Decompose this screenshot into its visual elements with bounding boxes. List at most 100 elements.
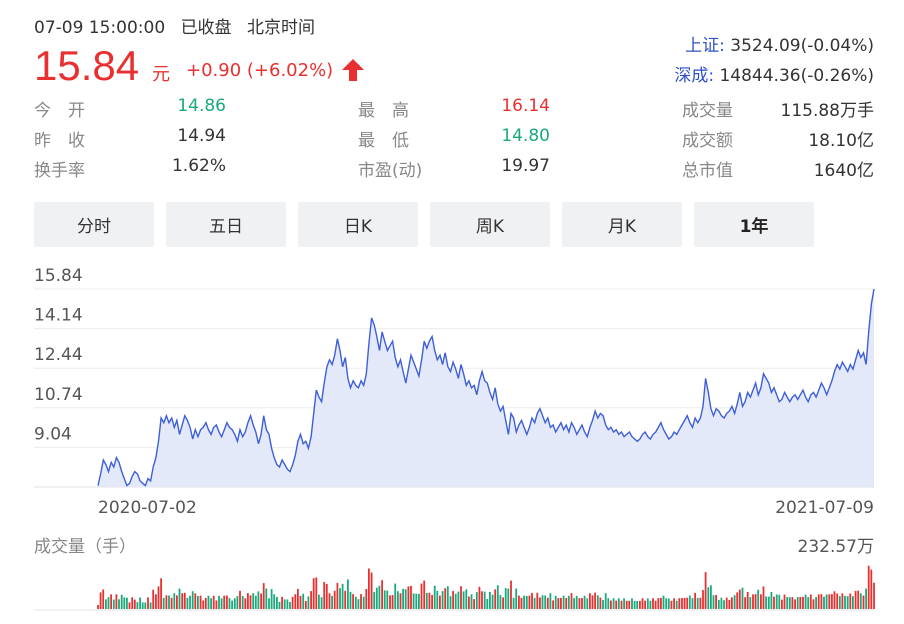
volume-bar bbox=[720, 597, 723, 609]
volume-bar bbox=[186, 597, 189, 609]
volume-bar bbox=[586, 598, 589, 609]
volume-bar bbox=[241, 596, 244, 609]
tab-period[interactable]: 1年 bbox=[694, 202, 814, 247]
volume-bar bbox=[220, 598, 223, 609]
volume-bar bbox=[660, 597, 662, 609]
volume-bar bbox=[352, 594, 354, 609]
volume-bar bbox=[173, 593, 176, 609]
volume-bar bbox=[707, 587, 710, 609]
volume-bar bbox=[788, 597, 791, 609]
volume-bar bbox=[602, 600, 604, 609]
volume-bar bbox=[270, 589, 273, 609]
volume-bar bbox=[862, 595, 865, 609]
volume-bar bbox=[141, 602, 144, 609]
index-shenzhen[interactable]: 深成: 14844.36(-0.26%) bbox=[674, 61, 874, 86]
volume-bar bbox=[578, 598, 581, 609]
volume-bar bbox=[752, 594, 754, 609]
volume-bar bbox=[696, 597, 699, 609]
tab-period[interactable]: 周K bbox=[430, 202, 550, 247]
volume-bar bbox=[473, 599, 475, 609]
volume-bar bbox=[815, 597, 817, 609]
volume-bar bbox=[646, 598, 649, 609]
volume-bar bbox=[399, 593, 402, 609]
volume-bar bbox=[802, 596, 804, 609]
volume-bar bbox=[210, 598, 212, 609]
volume-bar bbox=[449, 596, 452, 609]
volume-bar bbox=[686, 597, 689, 609]
volume-bar bbox=[152, 589, 155, 609]
volume-bar bbox=[591, 595, 594, 609]
volume-bar bbox=[631, 598, 633, 609]
stat-value: 16.14 bbox=[501, 96, 550, 116]
volume-bar bbox=[444, 588, 447, 609]
volume-bar bbox=[478, 586, 481, 609]
volume-bar bbox=[589, 593, 591, 609]
volume-bar bbox=[791, 597, 794, 609]
volume-bar bbox=[128, 602, 131, 609]
index-value: 14844.36(-0.26%) bbox=[719, 66, 874, 86]
tab-period[interactable]: 分时 bbox=[34, 202, 154, 247]
volume-bar bbox=[623, 598, 625, 609]
volume-bar bbox=[265, 588, 268, 609]
volume-bar bbox=[573, 598, 575, 609]
volume-bar bbox=[715, 595, 717, 609]
volume-bar bbox=[283, 599, 286, 609]
volume-bar bbox=[554, 595, 557, 609]
volume-bar bbox=[226, 595, 228, 609]
volume-bar bbox=[147, 597, 149, 609]
volume-bar bbox=[441, 591, 444, 609]
stat-value: 18.10亿 bbox=[808, 131, 874, 151]
volume-bar bbox=[820, 594, 823, 609]
index-shanghai[interactable]: 上证: 3524.09(-0.04%) bbox=[685, 31, 874, 56]
volume-bar bbox=[823, 596, 825, 609]
volume-bar bbox=[215, 600, 218, 609]
volume-bar bbox=[362, 596, 365, 609]
volume-bar bbox=[807, 597, 810, 609]
volume-bar bbox=[644, 600, 646, 609]
volume-bar bbox=[347, 579, 349, 609]
y-tick-label: 12.44 bbox=[34, 345, 83, 365]
volume-title: 成交量（手） bbox=[34, 537, 136, 557]
volume-bar bbox=[133, 599, 136, 609]
tab-period[interactable]: 五日 bbox=[166, 202, 286, 247]
volume-bar bbox=[681, 598, 683, 609]
volume-bar bbox=[678, 598, 681, 609]
volume-bar bbox=[654, 600, 657, 609]
volume-bar bbox=[778, 594, 781, 609]
volume-bar bbox=[652, 598, 654, 609]
volume-bar bbox=[607, 598, 610, 609]
stat-label: 市盈(动) bbox=[358, 161, 423, 181]
tab-period[interactable]: 月K bbox=[562, 202, 682, 247]
volume-bar bbox=[465, 589, 468, 609]
market-status: 已收盘 bbox=[180, 18, 232, 38]
volume-bar bbox=[781, 599, 783, 609]
volume-bar bbox=[460, 586, 462, 609]
volume-bar bbox=[410, 585, 412, 609]
volume-bar bbox=[628, 600, 631, 609]
volume-bar bbox=[273, 594, 276, 609]
volume-bar bbox=[857, 590, 860, 609]
volume-bar bbox=[854, 590, 857, 609]
volume-bar bbox=[849, 593, 852, 609]
current-price: 15.84 bbox=[34, 42, 140, 89]
volume-bar bbox=[452, 591, 454, 609]
volume-bar bbox=[728, 600, 731, 609]
volume-bar bbox=[176, 595, 178, 609]
volume-bar bbox=[110, 594, 112, 609]
volume-bar bbox=[457, 591, 460, 609]
volume-bar bbox=[336, 582, 339, 609]
volume-bar bbox=[512, 597, 515, 609]
volume-bar bbox=[828, 594, 831, 609]
volume-bar bbox=[754, 594, 757, 609]
tab-period[interactable]: 日K bbox=[298, 202, 418, 247]
volume-bar bbox=[320, 597, 323, 609]
volume-bar bbox=[239, 590, 241, 609]
volume-bar bbox=[489, 592, 491, 609]
volume-bar bbox=[502, 597, 504, 609]
volume-bar bbox=[383, 590, 386, 609]
arrow-up-icon bbox=[342, 59, 364, 81]
volume-bar bbox=[836, 593, 839, 609]
y-tick-label: 9.04 bbox=[34, 424, 72, 444]
stat-value: 19.97 bbox=[501, 156, 550, 176]
volume-bar bbox=[581, 598, 583, 609]
